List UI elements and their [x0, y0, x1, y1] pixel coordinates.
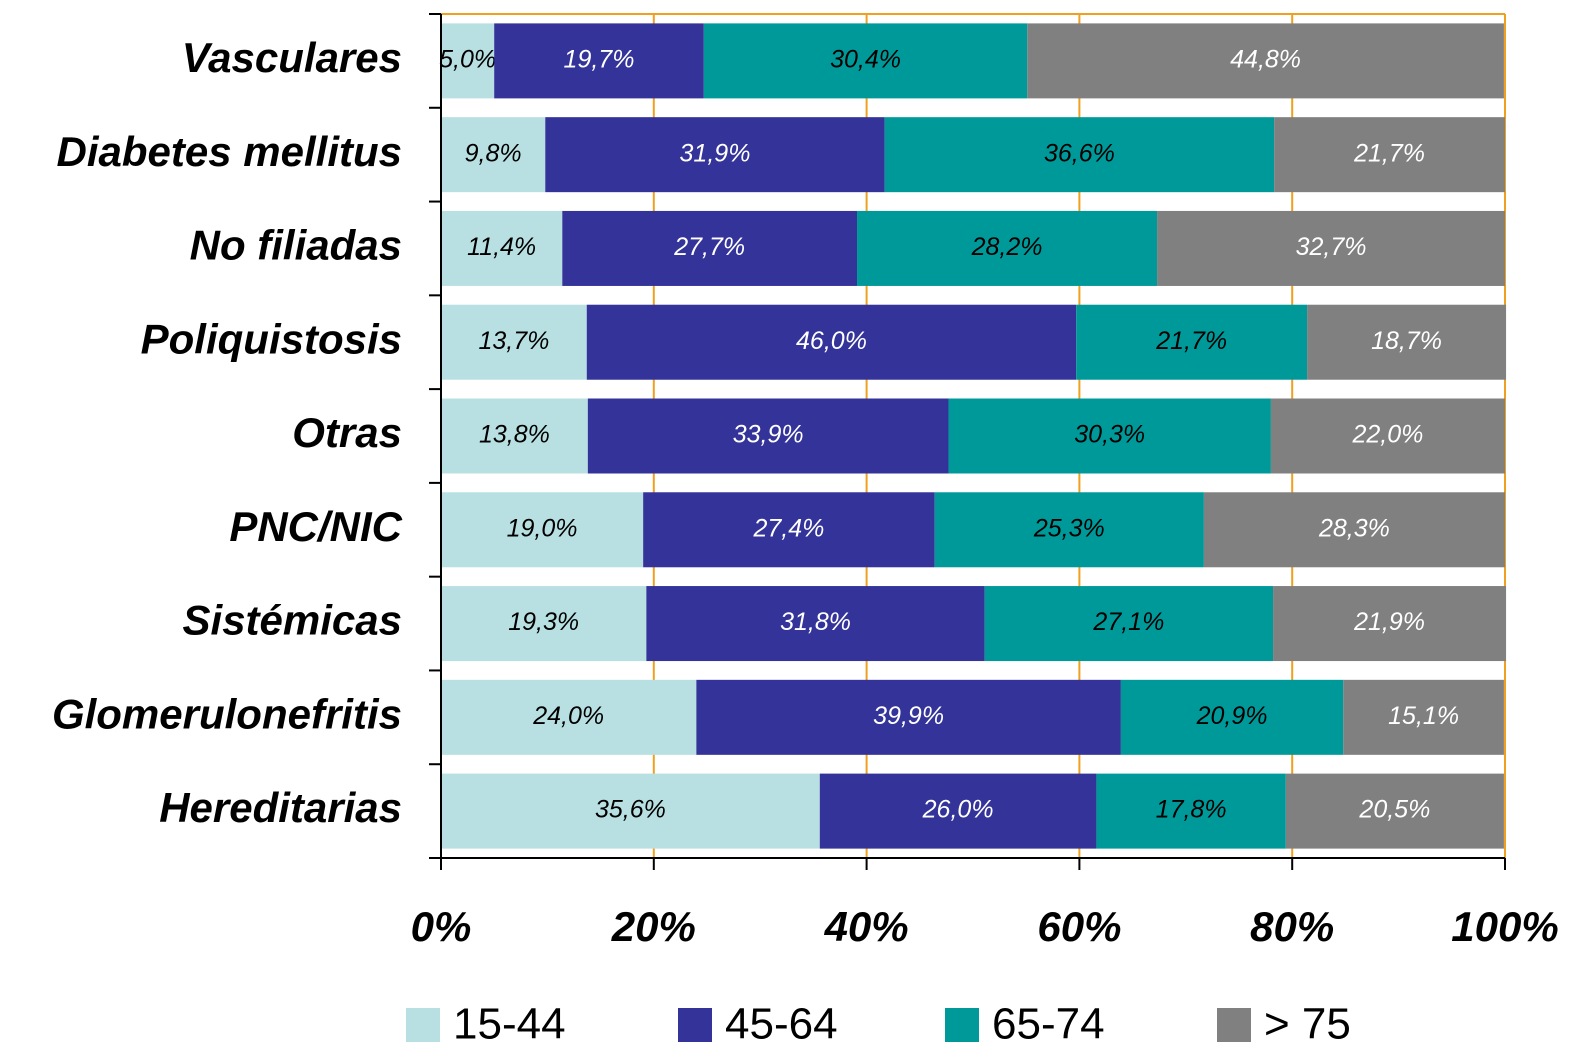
value-label: 20,9% [1196, 702, 1268, 730]
bar-segment [1270, 398, 1505, 474]
value-label: 28,3% [1318, 514, 1390, 542]
x-tick-label: 40% [824, 903, 909, 950]
value-label: 5,0% [439, 45, 496, 73]
bar-segment [441, 398, 588, 474]
category-label: Otras [292, 409, 402, 456]
bar-segment [1285, 773, 1504, 849]
bar-segment [703, 23, 1028, 99]
bar-segment [1343, 679, 1504, 755]
value-label: 15,1% [1388, 702, 1459, 730]
bar-segment [643, 492, 935, 568]
value-label: 11,4% [467, 233, 536, 261]
value-label: 9,8% [465, 139, 522, 167]
bar-segment [1076, 304, 1308, 380]
bar-segment [441, 773, 820, 849]
x-tick-label: 0% [411, 903, 472, 950]
bar-segment [984, 586, 1274, 662]
value-label: 44,8% [1230, 45, 1301, 73]
value-label: 19,7% [564, 45, 635, 73]
bar-segment [696, 679, 1121, 755]
bar-segment [857, 210, 1158, 286]
value-label: 25,3% [1033, 514, 1105, 542]
bar-segment [1273, 586, 1507, 662]
bar-segment [441, 679, 697, 755]
category-label: Poliquistosis [141, 315, 402, 362]
legend-swatch [1217, 1008, 1251, 1042]
legend-swatch [678, 1008, 712, 1042]
value-label: 22,0% [1352, 421, 1424, 449]
value-label: 33,9% [733, 421, 804, 449]
x-tick-label: 100% [1451, 903, 1558, 950]
value-label: 21,7% [1353, 139, 1425, 167]
value-label: 26,0% [922, 796, 994, 824]
category-label: No filiadas [190, 222, 402, 269]
bar-segment [646, 586, 985, 662]
bar-segment [1096, 773, 1286, 849]
value-label: 18,7% [1371, 327, 1442, 355]
x-tick-label: 20% [611, 903, 696, 950]
value-label: 21,9% [1353, 608, 1425, 636]
category-label: PNC/NIC [229, 503, 402, 550]
bar-segment [819, 773, 1097, 849]
x-tick-label: 80% [1250, 903, 1334, 950]
value-label: 31,8% [780, 608, 851, 636]
value-label: 13,8% [479, 421, 550, 449]
bar-segment [1203, 492, 1505, 568]
bar-segment [1027, 23, 1504, 99]
bar-segment [934, 492, 1204, 568]
value-label: 24,0% [532, 702, 604, 730]
bar-segment [441, 117, 546, 193]
category-label: Sistémicas [183, 597, 402, 644]
value-label: 20,5% [1358, 796, 1430, 824]
legend-label: 65-74 [992, 1000, 1105, 1049]
legend-swatch [945, 1008, 979, 1042]
value-label: 39,9% [873, 702, 944, 730]
value-label: 28,2% [971, 233, 1043, 261]
bar-segment [586, 304, 1077, 380]
value-label: 30,3% [1074, 421, 1145, 449]
legend-swatch [406, 1008, 440, 1042]
value-label: 35,6% [595, 796, 666, 824]
value-label: 27,7% [673, 233, 745, 261]
value-label: 27,4% [752, 514, 824, 542]
legend-label: 15-44 [453, 1000, 566, 1049]
bar-segment [587, 398, 949, 474]
bar-segment [884, 117, 1275, 193]
legend-label: 45-64 [725, 1000, 838, 1049]
value-label: 17,8% [1156, 796, 1227, 824]
bar-segment [1120, 679, 1344, 755]
value-label: 21,7% [1155, 327, 1227, 355]
category-label: Hereditarias [159, 784, 402, 831]
value-label: 19,0% [507, 514, 578, 542]
x-tick-label: 60% [1037, 903, 1121, 950]
value-label: 46,0% [796, 327, 867, 355]
bar-segment [1307, 304, 1507, 380]
bar-segment [562, 210, 858, 286]
value-label: 30,4% [830, 45, 901, 73]
bar-segment [1274, 117, 1505, 193]
value-label: 27,1% [1092, 608, 1164, 636]
category-label: Glomerulonefritis [52, 690, 402, 737]
bar-segment [441, 304, 587, 380]
bar-segment [545, 117, 885, 193]
bar-segment [494, 23, 704, 99]
category-label: Vasculares [182, 34, 402, 81]
bar-segment [441, 23, 495, 99]
value-label: 13,7% [478, 327, 549, 355]
category-label: Diabetes mellitus [57, 128, 402, 175]
value-label: 36,6% [1044, 139, 1115, 167]
bar-segment [441, 586, 647, 662]
bar-segment [1157, 210, 1505, 286]
legend-label: > 75 [1264, 1000, 1351, 1049]
bar-segment [441, 210, 563, 286]
value-label: 19,3% [508, 608, 579, 636]
bar-segment [948, 398, 1271, 474]
value-label: 31,9% [680, 139, 751, 167]
bar-segment [441, 492, 644, 568]
value-label: 32,7% [1296, 233, 1367, 261]
